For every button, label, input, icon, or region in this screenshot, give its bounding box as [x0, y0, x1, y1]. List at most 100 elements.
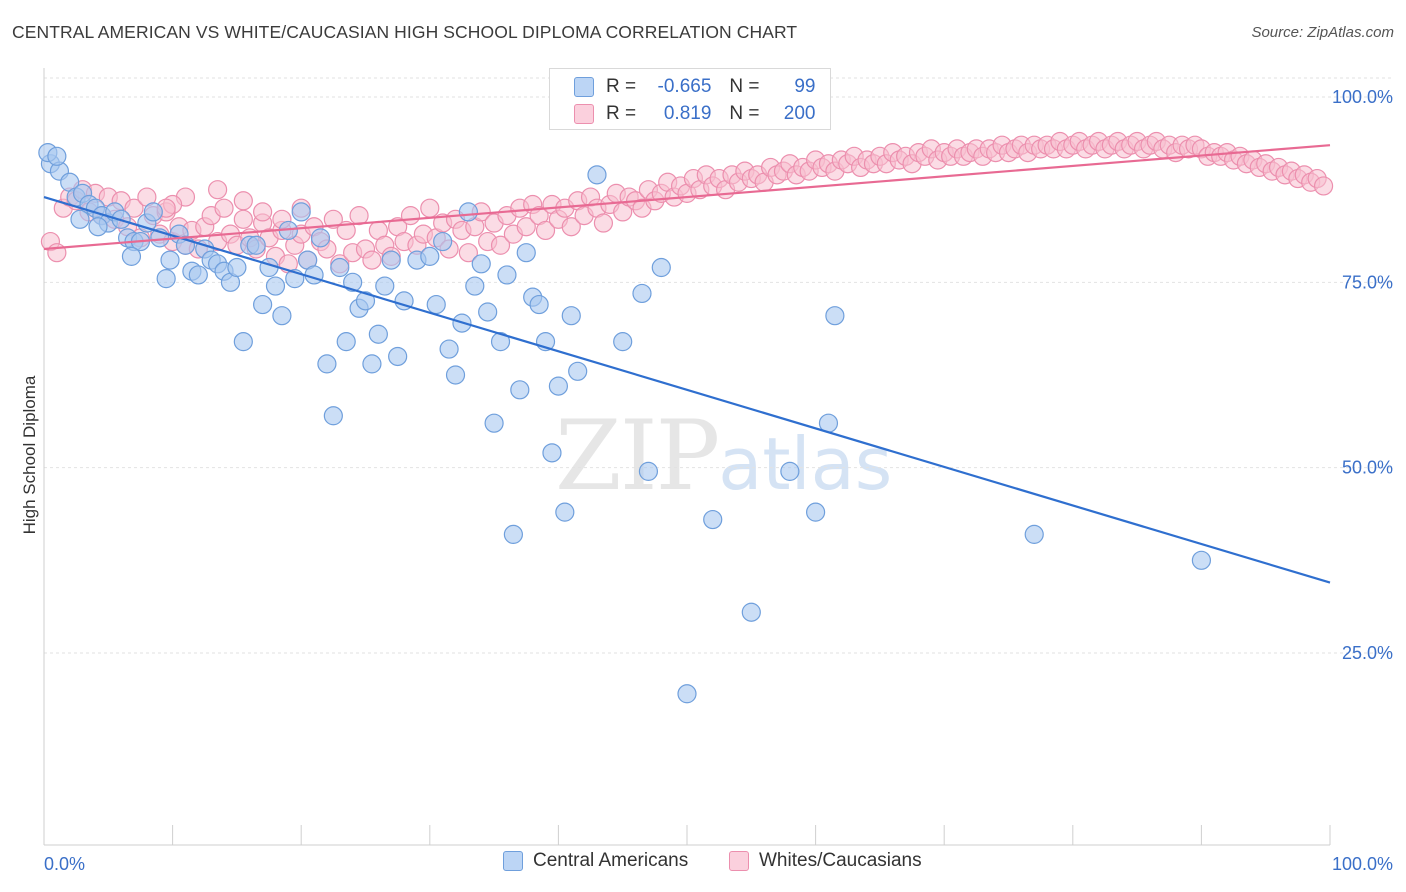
data-point-white: [561, 217, 581, 237]
y-tick-label: 75.0%: [1342, 272, 1393, 292]
data-point-central-american: [529, 294, 549, 315]
x-tick-label: 100.0%: [1332, 854, 1393, 874]
blue-swatch: [574, 77, 594, 97]
legend-label: Whites/Caucasians: [759, 850, 922, 871]
data-point-central-american: [304, 265, 324, 285]
legend-label: Central Americans: [533, 850, 689, 871]
data-point-central-american: [503, 524, 523, 544]
data-point-central-american: [439, 339, 459, 359]
data-point-white: [593, 213, 614, 233]
data-point-central-american: [613, 332, 633, 352]
data-point-central-american: [70, 209, 90, 229]
data-point-central-american: [703, 509, 723, 530]
data-point-central-american: [188, 265, 208, 285]
data-point-central-american: [516, 243, 536, 263]
legend-item-whites-caucasians[interactable]: Whites/Caucasians: [729, 850, 922, 872]
data-point-central-american: [156, 269, 176, 289]
data-point-central-american: [323, 406, 343, 426]
data-point-white: [208, 180, 228, 200]
data-point-central-american: [568, 361, 588, 381]
data-point-central-american: [47, 146, 67, 166]
data-point-central-american: [445, 365, 466, 385]
data-point-white: [214, 198, 234, 218]
data-point-central-american: [561, 306, 581, 326]
correlation-row-whites: R = 0.819 N = 200: [574, 100, 816, 128]
data-point-central-american: [272, 306, 292, 326]
data-point-central-american: [638, 461, 659, 481]
r-label: R =: [606, 103, 637, 124]
gridlines: [44, 77, 1392, 654]
data-point-white: [362, 250, 382, 270]
data-point-central-american: [542, 443, 562, 463]
n-value: 99: [794, 76, 816, 97]
data-point-central-american: [555, 502, 575, 522]
data-point-white: [516, 217, 536, 237]
data-point-central-american: [780, 461, 800, 481]
trend-line-central-americans: [43, 196, 1331, 584]
pink-swatch: [574, 104, 594, 124]
data-point-white: [124, 198, 144, 218]
bottom-legend: Central Americans Whites/Caucasians: [0, 850, 1406, 880]
data-point-central-american: [362, 354, 382, 374]
data-point-white: [1313, 176, 1334, 196]
data-point-central-american: [465, 276, 485, 296]
data-point-central-american: [1024, 524, 1044, 544]
data-point-white: [458, 243, 478, 263]
data-point-central-american: [88, 217, 108, 237]
data-point-central-american: [253, 294, 273, 315]
data-point-central-american: [484, 413, 504, 433]
watermark-atlas: atlas: [718, 422, 893, 506]
data-point-central-american: [160, 250, 180, 270]
data-point-central-american: [336, 332, 356, 352]
data-point-central-american: [388, 346, 408, 367]
r-value: 0.819: [663, 103, 712, 124]
series-whites-caucasians: [40, 131, 1334, 274]
data-point-white: [535, 220, 556, 241]
data-point-central-american: [677, 684, 697, 704]
data-point-white: [233, 209, 253, 229]
data-point-central-american: [741, 602, 761, 622]
pink-swatch: [729, 851, 749, 871]
data-point-central-american: [548, 376, 569, 396]
n-label: N =: [729, 103, 760, 124]
data-point-central-american: [343, 272, 363, 292]
data-point-central-american: [497, 265, 517, 285]
data-point-central-american: [825, 306, 845, 326]
x-tick-label: 0.0%: [44, 854, 85, 874]
trend-line-whites-caucasians: [43, 144, 1331, 251]
n-value: 200: [783, 103, 816, 124]
data-point-white: [420, 198, 440, 218]
data-point-central-american: [310, 228, 331, 248]
chart-title: CENTRAL AMERICAN VS WHITE/CAUCASIAN HIGH…: [12, 22, 798, 42]
data-point-central-american: [368, 324, 388, 344]
data-point-white: [253, 202, 273, 222]
data-point-white: [233, 191, 253, 211]
r-value: -0.665: [657, 76, 712, 97]
y-tick-label: 50.0%: [1342, 458, 1393, 478]
data-point-central-american: [265, 276, 286, 296]
data-point-central-american: [233, 332, 253, 352]
data-point-central-american: [587, 165, 607, 185]
data-point-central-american: [291, 202, 311, 222]
data-point-central-american: [426, 294, 446, 315]
trend-lines: [43, 144, 1331, 584]
data-point-central-american: [805, 502, 826, 522]
data-point-central-american: [458, 202, 478, 222]
blue-swatch: [503, 851, 523, 871]
correlation-row-central-americans: R = -0.665 N = 99: [574, 73, 816, 101]
data-point-central-american: [471, 254, 491, 274]
data-point-central-american: [355, 291, 376, 311]
data-point-central-american: [420, 246, 440, 266]
data-point-central-american: [330, 257, 350, 278]
data-point-white: [323, 209, 343, 229]
data-point-central-american: [490, 332, 511, 352]
data-point-central-american: [632, 283, 652, 304]
data-point-central-american: [1191, 550, 1212, 570]
data-point-central-american: [381, 250, 401, 270]
correlation-legend: R = -0.665 N = 99 R = 0.819 N = 200: [549, 68, 831, 130]
watermark-zip: ZIP: [555, 400, 720, 512]
y-tick-label: 25.0%: [1342, 643, 1393, 663]
legend-item-central-americans[interactable]: Central Americans: [503, 850, 688, 872]
y-axis-label: High School Diploma: [20, 375, 39, 534]
